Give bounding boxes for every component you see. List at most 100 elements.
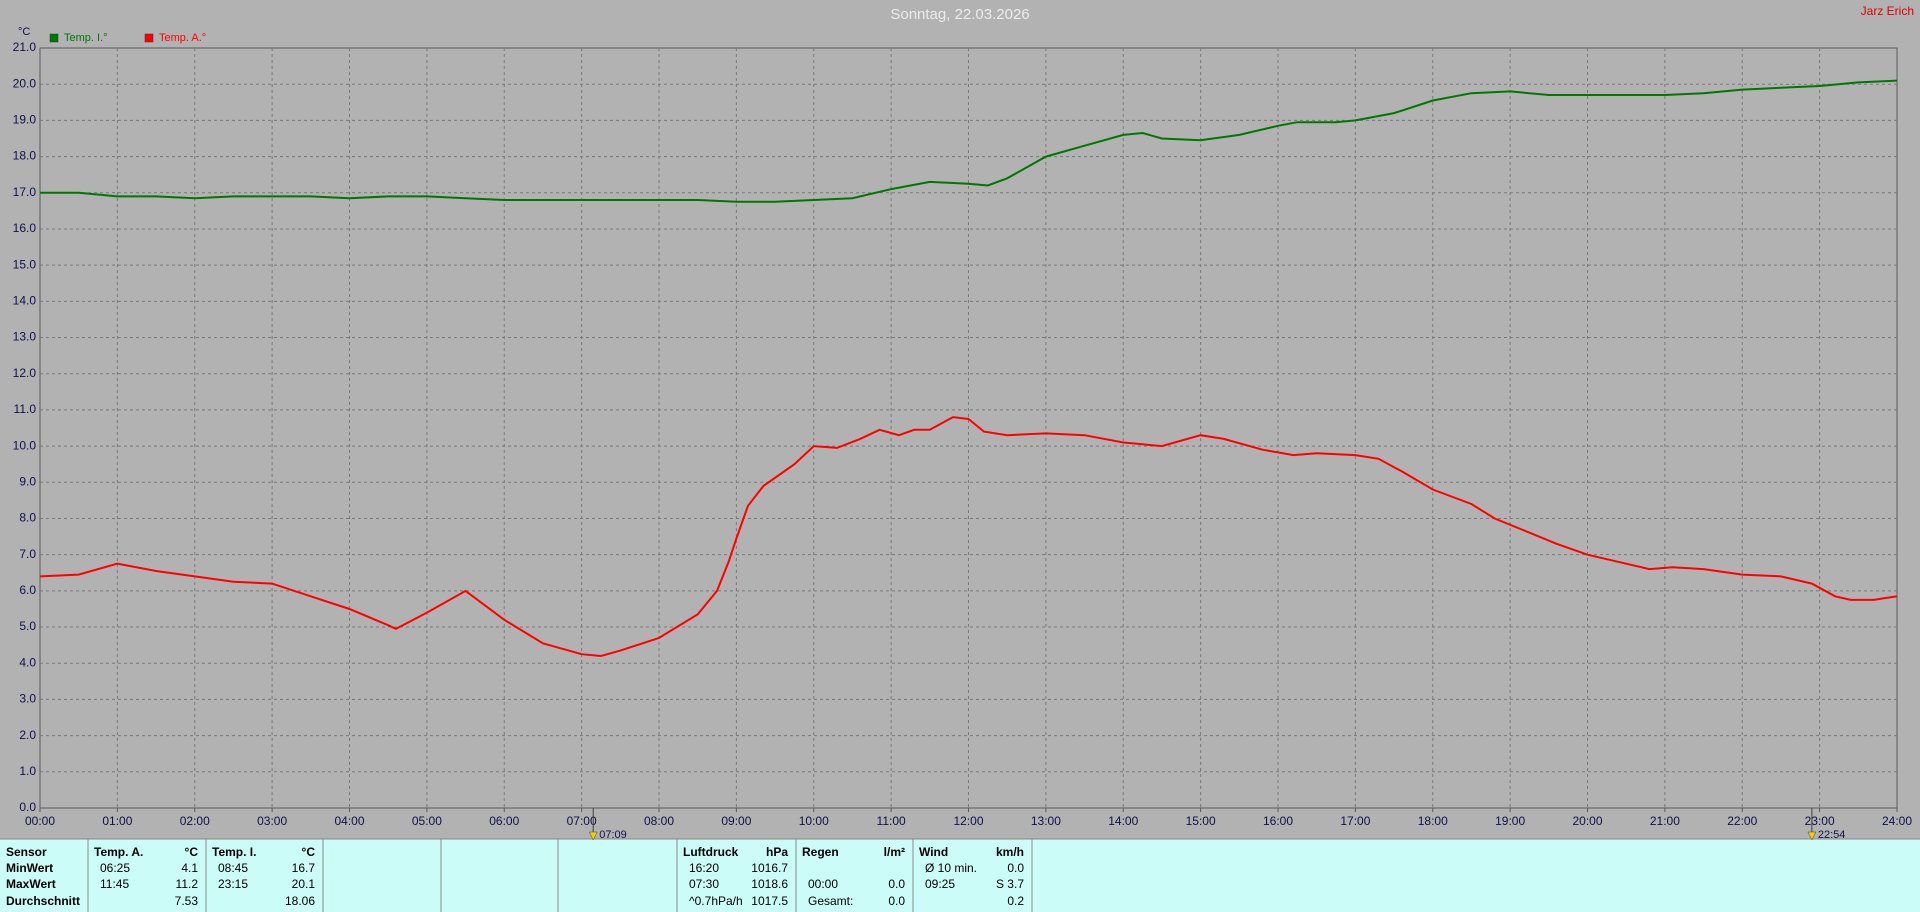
- x-tick-label: 09:00: [721, 814, 751, 828]
- footer-col-header: Wind: [919, 845, 948, 859]
- x-tick-label: 22:00: [1727, 814, 1757, 828]
- x-tick-label: 13:00: [1031, 814, 1061, 828]
- legend-label: Temp. I.°: [64, 32, 108, 44]
- x-tick-label: 06:00: [489, 814, 519, 828]
- y-tick-label: 18.0: [13, 149, 37, 163]
- x-tick-label: 24:00: [1882, 814, 1912, 828]
- footer-row-label: Durchschnitt: [6, 894, 80, 908]
- footer-cell: 11:45: [100, 877, 129, 891]
- x-tick-label: 14:00: [1108, 814, 1138, 828]
- y-tick-label: 7.0: [19, 547, 36, 561]
- footer-cell: 16:20: [689, 861, 719, 875]
- footer-cell: 0.0: [1007, 861, 1024, 875]
- y-tick-label: 3.0: [19, 692, 36, 706]
- x-tick-label: 01:00: [102, 814, 132, 828]
- series-line: [40, 79, 1898, 203]
- x-tick-label: 17:00: [1340, 814, 1370, 828]
- footer-cell: Ø 10 min.: [925, 861, 977, 875]
- x-tick-label: 21:00: [1650, 814, 1680, 828]
- x-tick-label: 23:00: [1805, 814, 1835, 828]
- x-tick-label: 05:00: [412, 814, 442, 828]
- legend-label: Temp. A.°: [159, 32, 206, 44]
- x-tick-label: 18:00: [1418, 814, 1448, 828]
- footer-cell: 11.2: [176, 877, 199, 891]
- y-tick-label: 2.0: [19, 728, 36, 742]
- annotation-icon: [588, 831, 598, 841]
- y-tick-label: 5.0: [19, 619, 36, 633]
- footer-cell: 0.0: [888, 894, 905, 908]
- x-tick-label: 16:00: [1263, 814, 1293, 828]
- footer-cell: Gesamt:: [808, 894, 853, 908]
- y-axis-label: °C: [18, 26, 30, 38]
- footer-cell: 0.2: [1007, 894, 1024, 908]
- footer-cell: 09:25: [925, 877, 955, 891]
- footer-col-unit: °C: [185, 845, 199, 859]
- x-tick-label: 03:00: [257, 814, 287, 828]
- y-tick-label: 12.0: [13, 366, 37, 380]
- footer-table: Sensor MinWert MaxWert Durchschnitt Temp. A.…: [6, 839, 1033, 912]
- series-line: [39, 416, 1898, 658]
- footer-row-label: Sensor: [6, 845, 47, 859]
- footer-col-header: Temp. A.: [94, 845, 143, 859]
- x-tick-label: 08:00: [644, 814, 674, 828]
- footer-cell: 7.53: [175, 894, 199, 908]
- footer-col-unit: hPa: [766, 845, 788, 859]
- footer-cell: 1017.5: [751, 894, 788, 908]
- footer-col-unit: °C: [302, 845, 316, 859]
- footer-row-label: MinWert: [6, 861, 53, 875]
- footer-col-unit: l/m²: [884, 845, 905, 859]
- footer-col-header: Regen: [802, 845, 839, 859]
- footer-cell: 00:00: [808, 877, 838, 891]
- footer-cell: 1018.6: [751, 877, 788, 891]
- legend-swatch: [49, 33, 59, 43]
- y-tick-label: 14.0: [13, 294, 37, 308]
- footer-panel: [0, 839, 1920, 912]
- y-tick-label: 15.0: [13, 257, 37, 271]
- footer-cell: 06:25: [100, 861, 130, 875]
- x-tick-label: 07:00: [567, 814, 597, 828]
- y-tick-label: 8.0: [19, 511, 36, 525]
- footer-cell: 07:30: [689, 877, 719, 891]
- footer-col-header: Temp. I.: [212, 845, 256, 859]
- x-tick-label: 02:00: [180, 814, 210, 828]
- x-tick-label: 15:00: [1186, 814, 1216, 828]
- y-tick-label: 21.0: [13, 40, 37, 54]
- footer-row-label: MaxWert: [6, 877, 56, 891]
- y-tick-label: 13.0: [13, 330, 37, 344]
- annotation-label: 07:09: [599, 829, 627, 841]
- author: Jarz Erich: [1861, 4, 1914, 18]
- annotation-label: 22:54: [1818, 829, 1846, 841]
- x-tick-label: 19:00: [1495, 814, 1525, 828]
- annotation-icon: [1807, 831, 1817, 841]
- y-tick-label: 0.0: [19, 800, 36, 814]
- x-tick-label: 00:00: [25, 814, 55, 828]
- footer-cell: 08:45: [218, 861, 248, 875]
- footer-cell: S 3.7: [996, 877, 1024, 891]
- legend-swatch: [144, 33, 154, 43]
- footer-col-unit: km/h: [996, 845, 1024, 859]
- footer-cell: 1016.7: [751, 861, 788, 875]
- x-tick-label: 10:00: [799, 814, 829, 828]
- footer-cell: 18.06: [285, 894, 315, 908]
- y-tick-label: 20.0: [13, 76, 37, 90]
- footer-cell: 4.1: [181, 861, 198, 875]
- y-tick-label: 1.0: [19, 764, 36, 778]
- x-tick-label: 11:00: [877, 814, 906, 828]
- y-tick-label: 16.0: [13, 221, 37, 235]
- y-tick-label: 19.0: [13, 113, 37, 127]
- y-tick-label: 10.0: [13, 438, 37, 452]
- y-tick-label: 4.0: [19, 655, 36, 669]
- x-tick-label: 12:00: [953, 814, 983, 828]
- y-tick-label: 9.0: [19, 474, 36, 488]
- x-tick-label: 04:00: [334, 814, 364, 828]
- y-tick-label: 11.0: [14, 402, 37, 416]
- footer-cell: 16.7: [292, 861, 316, 875]
- footer-cell: 20.1: [292, 877, 316, 891]
- chart-title: Sonntag, 22.03.2026: [890, 6, 1029, 23]
- footer-col-header: Luftdruck: [683, 845, 739, 859]
- y-tick-label: 6.0: [19, 583, 36, 597]
- y-tick-label: 17.0: [13, 185, 37, 199]
- footer-cell: 0.0: [888, 877, 905, 891]
